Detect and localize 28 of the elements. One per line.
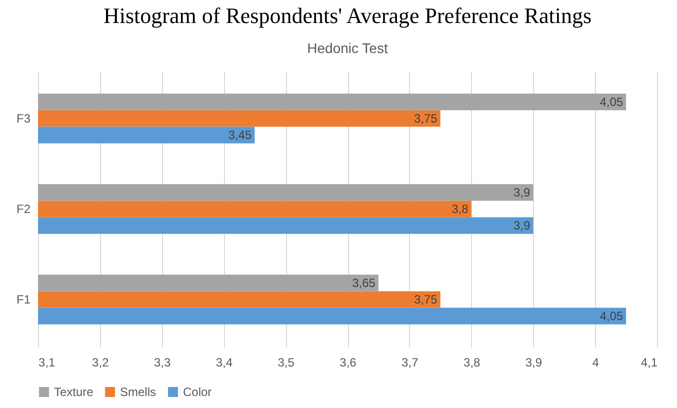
data-label: 3,8: [452, 202, 469, 216]
x-tick-label: 3,3: [154, 356, 171, 370]
y-tick-label: F2: [16, 202, 31, 216]
x-tick-label: 3,4: [216, 356, 233, 370]
x-tick-label: 3,8: [463, 356, 480, 370]
chart-subtitle: Hedonic Test: [307, 40, 388, 56]
legend-label: Smells: [120, 385, 156, 399]
data-label: 3,9: [514, 218, 531, 233]
data-label: 3,75: [414, 292, 438, 306]
x-tick-label: 3,2: [92, 356, 110, 370]
data-label: 4,05: [600, 94, 624, 109]
legend-label: Texture: [54, 385, 94, 399]
data-label: 3,45: [228, 128, 252, 142]
x-tick-label: 3,7: [402, 356, 419, 370]
x-tick-label: 4: [592, 356, 600, 370]
data-label: 4,05: [600, 309, 624, 324]
data-label: 3,75: [414, 112, 438, 126]
data-label: 3,9: [514, 185, 531, 200]
x-tick-label: 3,6: [340, 356, 357, 370]
y-tick-label: F1: [16, 292, 31, 306]
x-tick-label: 3,5: [278, 356, 295, 370]
legend-label: Color: [183, 385, 212, 399]
chart-title: Histogram of Respondents' Average Preference Ratings: [103, 3, 592, 28]
x-tick-label: 3,9: [525, 356, 542, 370]
x-tick-label: 4,1: [640, 356, 658, 370]
x-tick-label: 3,1: [38, 356, 56, 370]
y-tick-label: F3: [16, 112, 31, 126]
data-label: 3,65: [352, 276, 376, 290]
